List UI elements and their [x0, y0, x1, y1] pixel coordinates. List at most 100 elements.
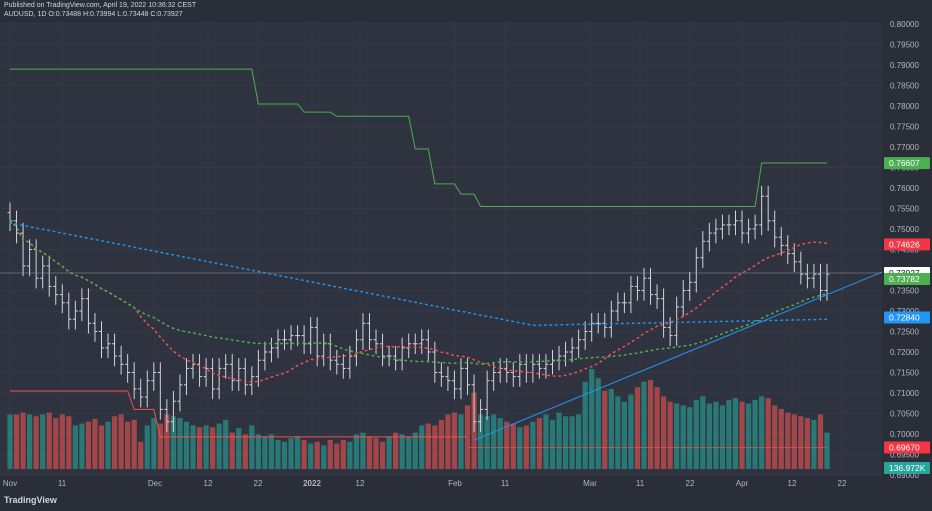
ohlc-bar: [602, 313, 608, 338]
ohlc-bar: [804, 263, 810, 289]
ohlc-bar: [366, 313, 372, 350]
volume-bar: [484, 416, 490, 469]
ohlc-bar: [471, 374, 477, 432]
volume-bar: [660, 396, 667, 469]
ohlc-bar: [138, 378, 144, 408]
volume-bar: [530, 421, 536, 469]
volume-bar: [504, 421, 510, 469]
volume-bar: [765, 398, 771, 469]
volume-bar: [66, 416, 72, 469]
volume-bar: [236, 428, 242, 469]
volume-bar: [693, 399, 699, 469]
ohlc-bar: [210, 358, 216, 400]
ohlc-bar: [746, 218, 752, 244]
volume-bar: [98, 425, 105, 469]
volume-bar: [131, 419, 137, 469]
volume-bar: [281, 441, 288, 469]
ohlc-bar: [438, 362, 444, 387]
y-tick-label: 0.69000: [890, 471, 919, 480]
ohlc-bar: [197, 354, 203, 387]
ohlc-bar: [118, 345, 124, 375]
ohlc-bar: [340, 354, 346, 379]
x-tick-label: 12: [356, 479, 365, 488]
tradingview-logo[interactable]: TradingView: [4, 495, 57, 505]
x-tick-label: 11: [501, 479, 510, 488]
ma-red-line: [9, 220, 828, 383]
volume-bar: [621, 401, 627, 469]
price-label-tag: [884, 462, 930, 475]
ohlc-bar: [674, 296, 680, 346]
volume-bar: [674, 403, 680, 469]
volume-bar: [157, 423, 163, 469]
ohlc-bar: [406, 333, 412, 359]
ohlc-bar: [817, 263, 823, 301]
volume-bar: [785, 412, 791, 469]
ohlc-bar: [706, 222, 712, 252]
donchian-lower-line: [10, 390, 468, 438]
volume-bar: [752, 399, 758, 469]
ohlc-bar: [105, 333, 111, 359]
volume-bar: [615, 396, 621, 469]
volume-bar: [510, 423, 516, 469]
volume-bar: [164, 414, 170, 469]
ohlc-bar: [621, 292, 627, 314]
ohlc-bar: [79, 288, 85, 322]
volume-bar: [517, 427, 523, 469]
ohlc-bar: [693, 247, 699, 293]
ohlc-bar: [255, 349, 261, 387]
volume-bar: [543, 414, 549, 469]
ohlc-bar: [347, 345, 353, 379]
ohlc-bar: [59, 284, 65, 314]
ohlc-bar: [798, 251, 804, 285]
ohlc-bar: [517, 354, 523, 387]
ohlc-bar: [216, 358, 222, 400]
x-tick-label: Dec: [148, 479, 162, 488]
volume-bar: [53, 418, 59, 469]
ohlc-bar: [465, 358, 471, 396]
ohlc-bar: [177, 374, 183, 412]
ohlc-bar: [334, 349, 340, 375]
volume-bar: [811, 419, 817, 469]
volume-bar: [170, 416, 177, 469]
y-tick-label: 0.70500: [890, 410, 919, 419]
ohlc-bar: [46, 255, 52, 297]
ohlc-bar: [713, 218, 719, 244]
brand-name: TradingView: [4, 495, 57, 505]
ohlc-bar: [654, 284, 660, 309]
ohlc-bar: [249, 366, 255, 396]
volume-bar: [190, 425, 196, 469]
ohlc-bar: [223, 354, 229, 379]
volume-bar: [549, 419, 556, 469]
volume-bar: [138, 441, 144, 469]
y-tick-label: 0.70000: [890, 430, 919, 439]
ohlc-bar: [242, 358, 248, 396]
x-tick-label: 12: [788, 479, 797, 488]
price-label-tag: [884, 272, 930, 285]
volume-bar: [719, 405, 726, 469]
volume-bar: [654, 387, 660, 469]
ohlc-bar: [778, 226, 784, 256]
volume-bar: [210, 427, 216, 469]
volume-bar: [79, 423, 85, 469]
volume-bar: [33, 416, 39, 469]
volume-bar: [366, 436, 373, 469]
volume-bar: [249, 425, 255, 469]
ohlc-bar: [268, 337, 274, 363]
time-scale: [0, 475, 932, 511]
volume-bar: [144, 425, 150, 469]
ohlc-bar: [92, 313, 98, 342]
volume-bar: [275, 439, 281, 469]
y-tick-label: 0.73500: [890, 287, 919, 296]
volume-bar: [334, 443, 340, 469]
x-tick-label: 12: [204, 479, 213, 488]
volume-bar: [634, 387, 641, 469]
ohlc-bar: [282, 329, 288, 350]
donchian-upper-line: [10, 68, 827, 207]
volume-bar: [242, 434, 248, 469]
x-tick-label: Apr: [736, 479, 749, 488]
chart-header: Published on TradingView.com, April 19, …: [0, 0, 932, 22]
x-tick-label: 22: [686, 479, 695, 488]
volume-bar: [393, 432, 399, 469]
volume-bar: [589, 369, 595, 469]
